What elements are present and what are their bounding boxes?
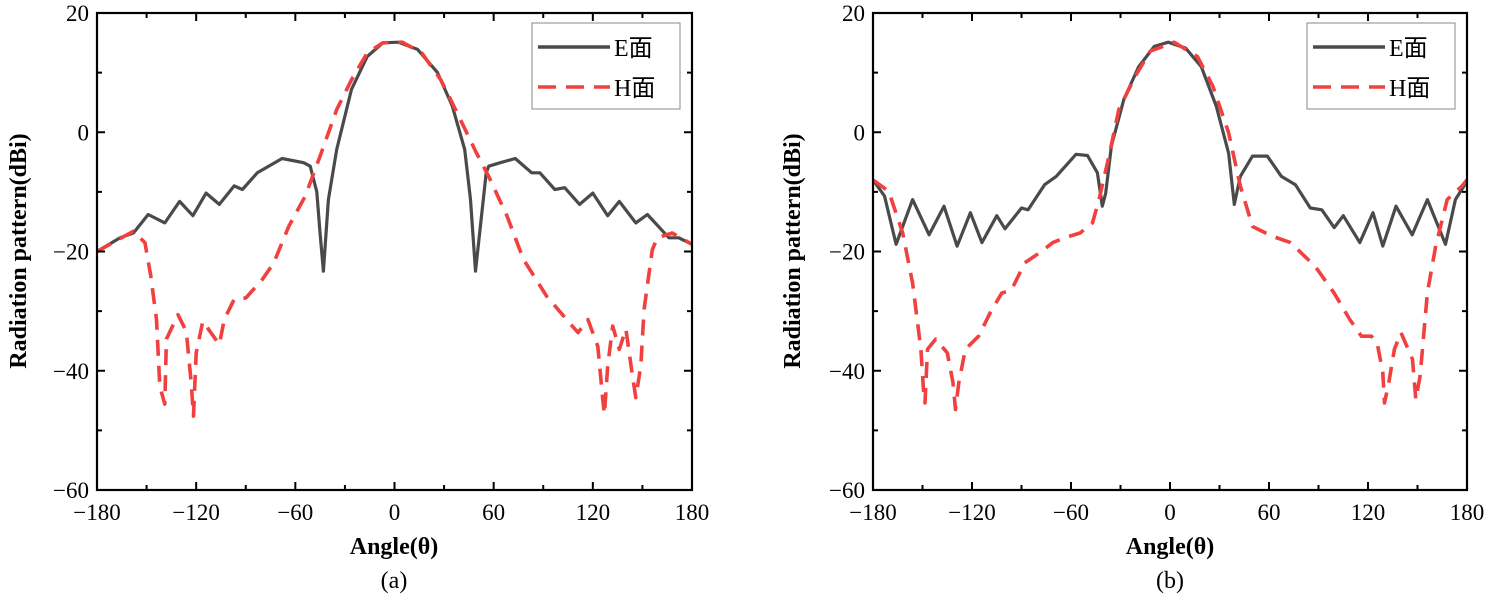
x-tick-label: 0 — [389, 500, 401, 525]
y-tick-label: −40 — [829, 359, 865, 384]
y-tick-label: 20 — [842, 1, 865, 26]
x-tick-label: −60 — [277, 500, 313, 525]
y-tick-label: −20 — [829, 240, 865, 265]
x-tick-label: −120 — [948, 500, 995, 525]
legend-label: E面 — [614, 36, 653, 62]
legend-label: H面 — [1389, 76, 1430, 102]
x-tick-label: 120 — [1351, 500, 1386, 525]
y-tick-label: −60 — [53, 478, 89, 503]
x-tick-label: 0 — [1164, 500, 1176, 525]
x-axis-label: Angle(θ) — [1126, 534, 1215, 560]
x-tick-label: −120 — [172, 500, 219, 525]
x-tick-label: −60 — [1053, 500, 1089, 525]
series-line-e-plane — [873, 40, 1467, 248]
panel-caption: (b) — [1156, 568, 1184, 594]
y-tick-label: 0 — [854, 120, 866, 145]
y-tick-label: 0 — [78, 120, 90, 145]
panel-a: Radiation pattern(dBi) Angle(θ) (a) −180… — [6, 1, 709, 594]
x-tick-label: 60 — [482, 500, 505, 525]
y-axis-label: Radiation pattern(dBi) — [6, 133, 32, 368]
legend-box — [1306, 22, 1456, 110]
series-line-h-plane — [873, 40, 1467, 412]
y-tick-label: −60 — [829, 478, 865, 503]
y-tick-label: 20 — [66, 1, 89, 26]
panel-caption: (a) — [381, 568, 408, 594]
y-tick-label: −20 — [53, 240, 89, 265]
x-axis-label: Angle(θ) — [350, 534, 439, 560]
y-tick-label: −40 — [53, 359, 89, 384]
x-tick-label: 60 — [1258, 500, 1281, 525]
x-tick-label: −180 — [849, 500, 896, 525]
x-tick-label: 180 — [1450, 500, 1485, 525]
panel-b: Radiation pattern(dBi) Angle(θ) (b) −180… — [780, 1, 1484, 594]
legend-box — [531, 22, 681, 110]
series-line-h-plane — [97, 40, 692, 418]
x-tick-label: −180 — [73, 500, 120, 525]
legend-label: E面 — [1389, 36, 1428, 62]
y-axis-label: Radiation pattern(dBi) — [780, 133, 806, 368]
x-tick-label: 120 — [576, 500, 611, 525]
legend-label: H面 — [614, 76, 655, 102]
x-tick-label: 180 — [675, 500, 710, 525]
